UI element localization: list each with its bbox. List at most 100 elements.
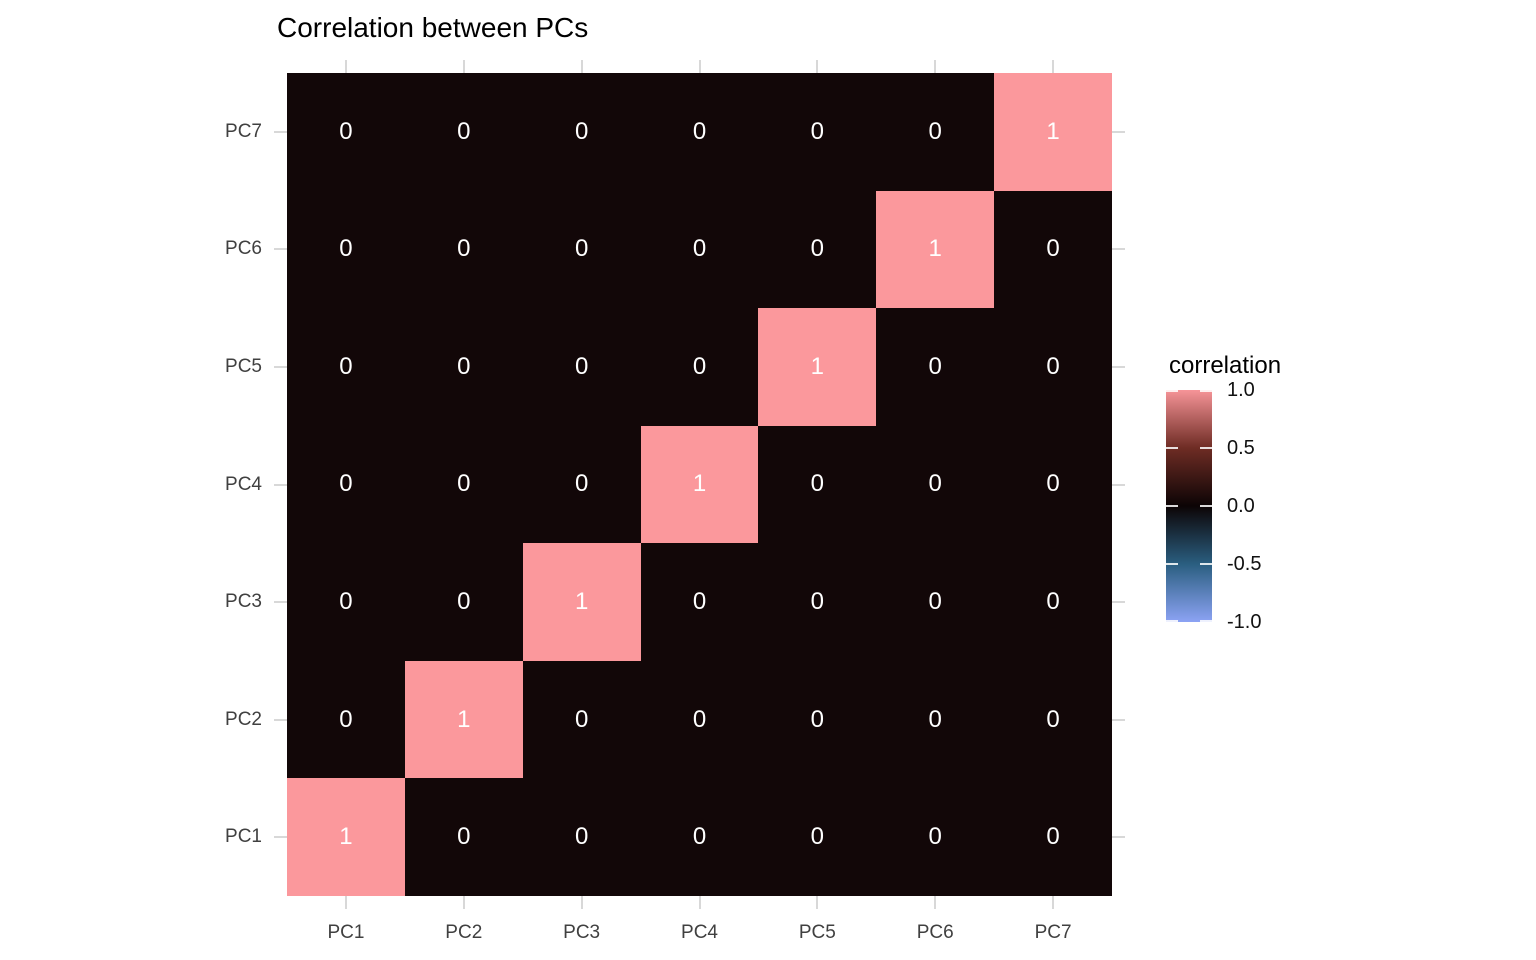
heatmap-cell: 0 [876, 778, 995, 896]
heatmap-cell: 0 [404, 425, 523, 544]
legend-colorbar-tick [1166, 505, 1178, 507]
axis-tick [816, 896, 819, 909]
heatmap-cell: 0 [758, 660, 877, 779]
y-axis-label: PC2 [225, 708, 262, 730]
axis-tick [274, 836, 287, 839]
heatmap-cell: 0 [522, 425, 641, 544]
y-axis-label: PC7 [225, 120, 262, 142]
heatmap-cell: 0 [287, 660, 405, 779]
heatmap-cell: 0 [758, 190, 877, 309]
heatmap-cell: 0 [876, 425, 995, 544]
heatmap-cell: 0 [640, 660, 759, 779]
heatmap-cell: 0 [994, 190, 1112, 309]
axis-tick [274, 601, 287, 604]
heatmap-cell: 0 [758, 543, 877, 661]
heatmap-cell: 0 [640, 778, 759, 896]
heatmap-cell: 0 [758, 425, 877, 544]
heatmap-cell: 0 [287, 73, 405, 191]
heatmap-cell: 0 [404, 308, 523, 426]
heatmap-cell: 0 [994, 425, 1112, 544]
chart-title: Correlation between PCs [277, 12, 589, 43]
y-axis-label: PC5 [225, 355, 262, 377]
y-axis-label: PC4 [225, 473, 262, 495]
axis-tick [1052, 60, 1055, 73]
axis-tick [580, 60, 583, 73]
axis-tick [274, 718, 287, 721]
heatmap-cell: 0 [876, 543, 995, 661]
legend-colorbar-tick [1166, 390, 1178, 392]
legend-colorbar-tick [1166, 620, 1178, 622]
heatmap-cell: 0 [758, 778, 877, 896]
heatmap-cell: 0 [994, 778, 1112, 896]
legend-tick-label: 0.0 [1227, 495, 1255, 517]
x-axis-label: PC6 [916, 922, 954, 943]
legend-colorbar-tick [1166, 563, 1178, 565]
x-axis-label: PC1 [327, 922, 365, 943]
heatmap-cell: 0 [640, 73, 759, 191]
axis-tick [934, 60, 937, 73]
axis-tick [344, 896, 347, 909]
y-axis-label: PC1 [225, 826, 262, 848]
heatmap-cell: 0 [876, 660, 995, 779]
heatmap-cell: 0 [640, 543, 759, 661]
axis-tick [1052, 896, 1055, 909]
heatmap-cell: 0 [522, 308, 641, 426]
legend-colorbar-tick [1200, 447, 1212, 449]
heatmap-cell: 0 [994, 543, 1112, 661]
legend-title: correlation [1169, 352, 1282, 379]
legend-colorbar-tick [1166, 447, 1178, 449]
axis-tick [580, 896, 583, 909]
heatmap-cell: 0 [404, 543, 523, 661]
axis-tick [274, 483, 287, 486]
axis-tick [1112, 130, 1125, 133]
axis-tick [274, 248, 287, 251]
heatmap-cell: 1 [994, 73, 1112, 191]
x-axis-label: PC3 [563, 922, 601, 943]
legend-colorbar-tick [1200, 390, 1212, 392]
heatmap-cell: 0 [522, 190, 641, 309]
heatmap-cell: 0 [640, 308, 759, 426]
axis-tick [1112, 248, 1125, 251]
heatmap-cell: 0 [404, 190, 523, 309]
heatmap-cell: 0 [640, 190, 759, 309]
heatmap-cell: 1 [522, 543, 641, 661]
axis-tick [816, 60, 819, 73]
heatmap-cell: 0 [287, 190, 405, 309]
axis-tick [344, 60, 347, 73]
legend-colorbar-tick [1200, 505, 1212, 507]
heatmap-cell: 0 [287, 308, 405, 426]
heatmap-cell: 0 [994, 660, 1112, 779]
y-axis-label: PC3 [225, 591, 262, 613]
legend-tick-label: 0.5 [1227, 437, 1255, 459]
heatmap-cell: 1 [404, 660, 523, 779]
axis-tick [698, 896, 701, 909]
legend-tick-label: 1.0 [1227, 379, 1255, 401]
heatmap-cell: 1 [640, 425, 759, 544]
axis-tick [1112, 483, 1125, 486]
heatmap-cell: 0 [522, 660, 641, 779]
heatmap-cell: 0 [758, 73, 877, 191]
heatmap-cell: 1 [876, 190, 995, 309]
heatmap-cell: 0 [876, 308, 995, 426]
x-axis-label: PC4 [681, 922, 718, 943]
axis-tick [1112, 365, 1125, 368]
x-axis-label: PC5 [798, 922, 836, 943]
heatmap-cell: 0 [404, 73, 523, 191]
x-axis-label: PC2 [445, 922, 483, 943]
heatmap-cell: 0 [522, 778, 641, 896]
y-axis-label: PC6 [225, 238, 262, 260]
axis-tick [274, 130, 287, 133]
axis-tick [1112, 601, 1125, 604]
legend-tick-label: -1.0 [1227, 611, 1262, 633]
heatmap-cell: 1 [287, 778, 405, 896]
heatmap-cell: 0 [994, 308, 1112, 426]
heatmap-cell: 1 [758, 308, 877, 426]
heatmap-cell: 0 [404, 778, 523, 896]
axis-tick [1112, 836, 1125, 839]
heatmap-cell: 0 [876, 73, 995, 191]
legend-colorbar-tick [1200, 563, 1212, 565]
heatmap-cell: 0 [522, 73, 641, 191]
axis-tick [698, 60, 701, 73]
